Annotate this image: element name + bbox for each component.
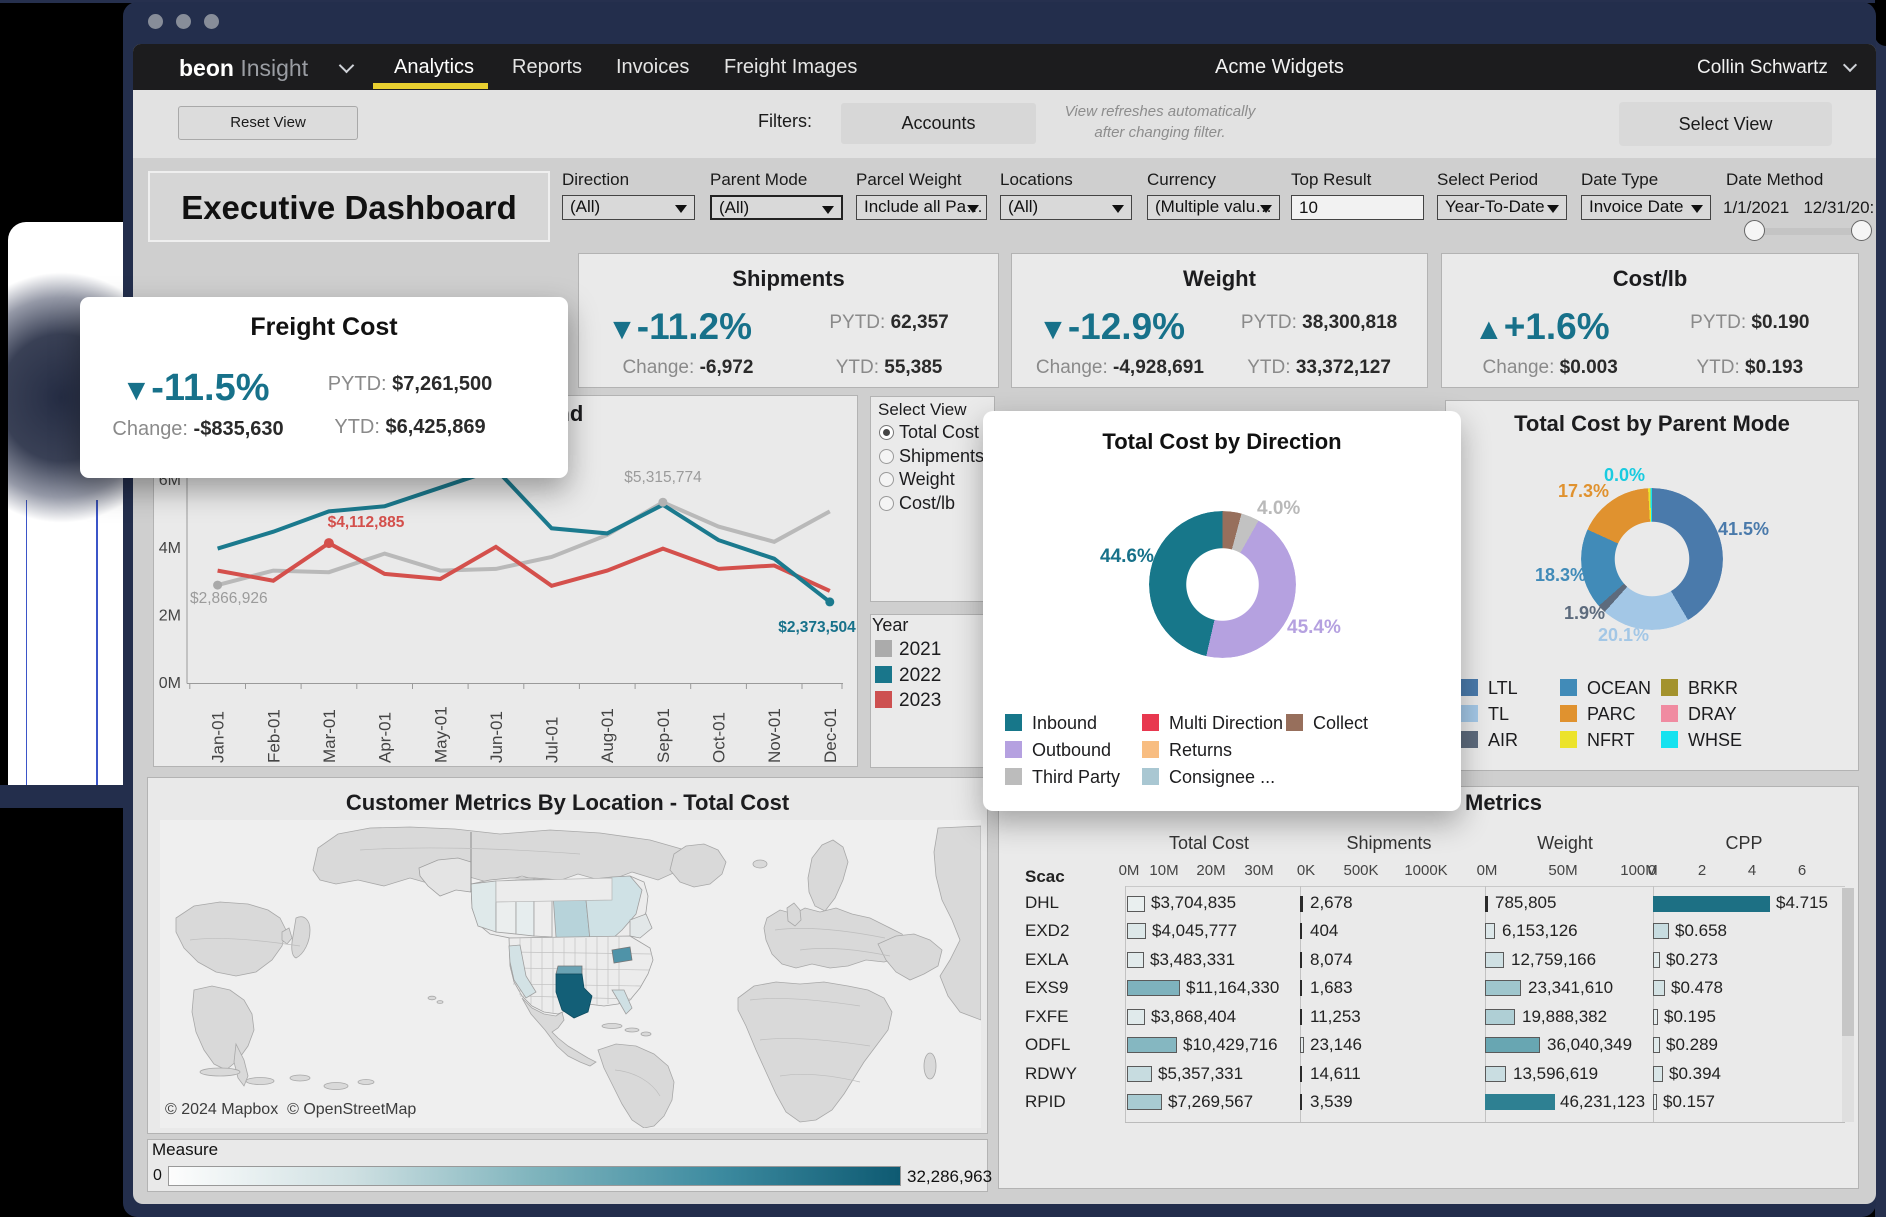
svg-text:$5,315,774: $5,315,774 [624, 469, 702, 486]
svg-text:Nov-01: Nov-01 [765, 708, 784, 763]
svg-text:2M: 2M [159, 608, 181, 625]
svg-text:Jan-01: Jan-01 [209, 711, 228, 763]
svg-text:0M: 0M [159, 675, 181, 692]
svg-text:Jul-01: Jul-01 [543, 717, 562, 763]
svg-text:Oct-01: Oct-01 [710, 712, 729, 763]
svg-text:Mar-01: Mar-01 [320, 709, 339, 763]
svg-text:4M: 4M [159, 540, 181, 557]
svg-text:Jun-01: Jun-01 [487, 711, 506, 763]
svg-text:Sep-01: Sep-01 [654, 708, 673, 763]
svg-text:$2,866,926: $2,866,926 [190, 590, 268, 607]
svg-text:Feb-01: Feb-01 [264, 709, 283, 763]
svg-text:Apr-01: Apr-01 [376, 712, 395, 763]
svg-text:Aug-01: Aug-01 [598, 708, 617, 763]
svg-text:$4,112,885: $4,112,885 [328, 514, 405, 531]
svg-text:May-01: May-01 [431, 706, 450, 763]
svg-text:$2,373,504: $2,373,504 [778, 619, 856, 636]
svg-text:Dec-01: Dec-01 [821, 708, 840, 763]
